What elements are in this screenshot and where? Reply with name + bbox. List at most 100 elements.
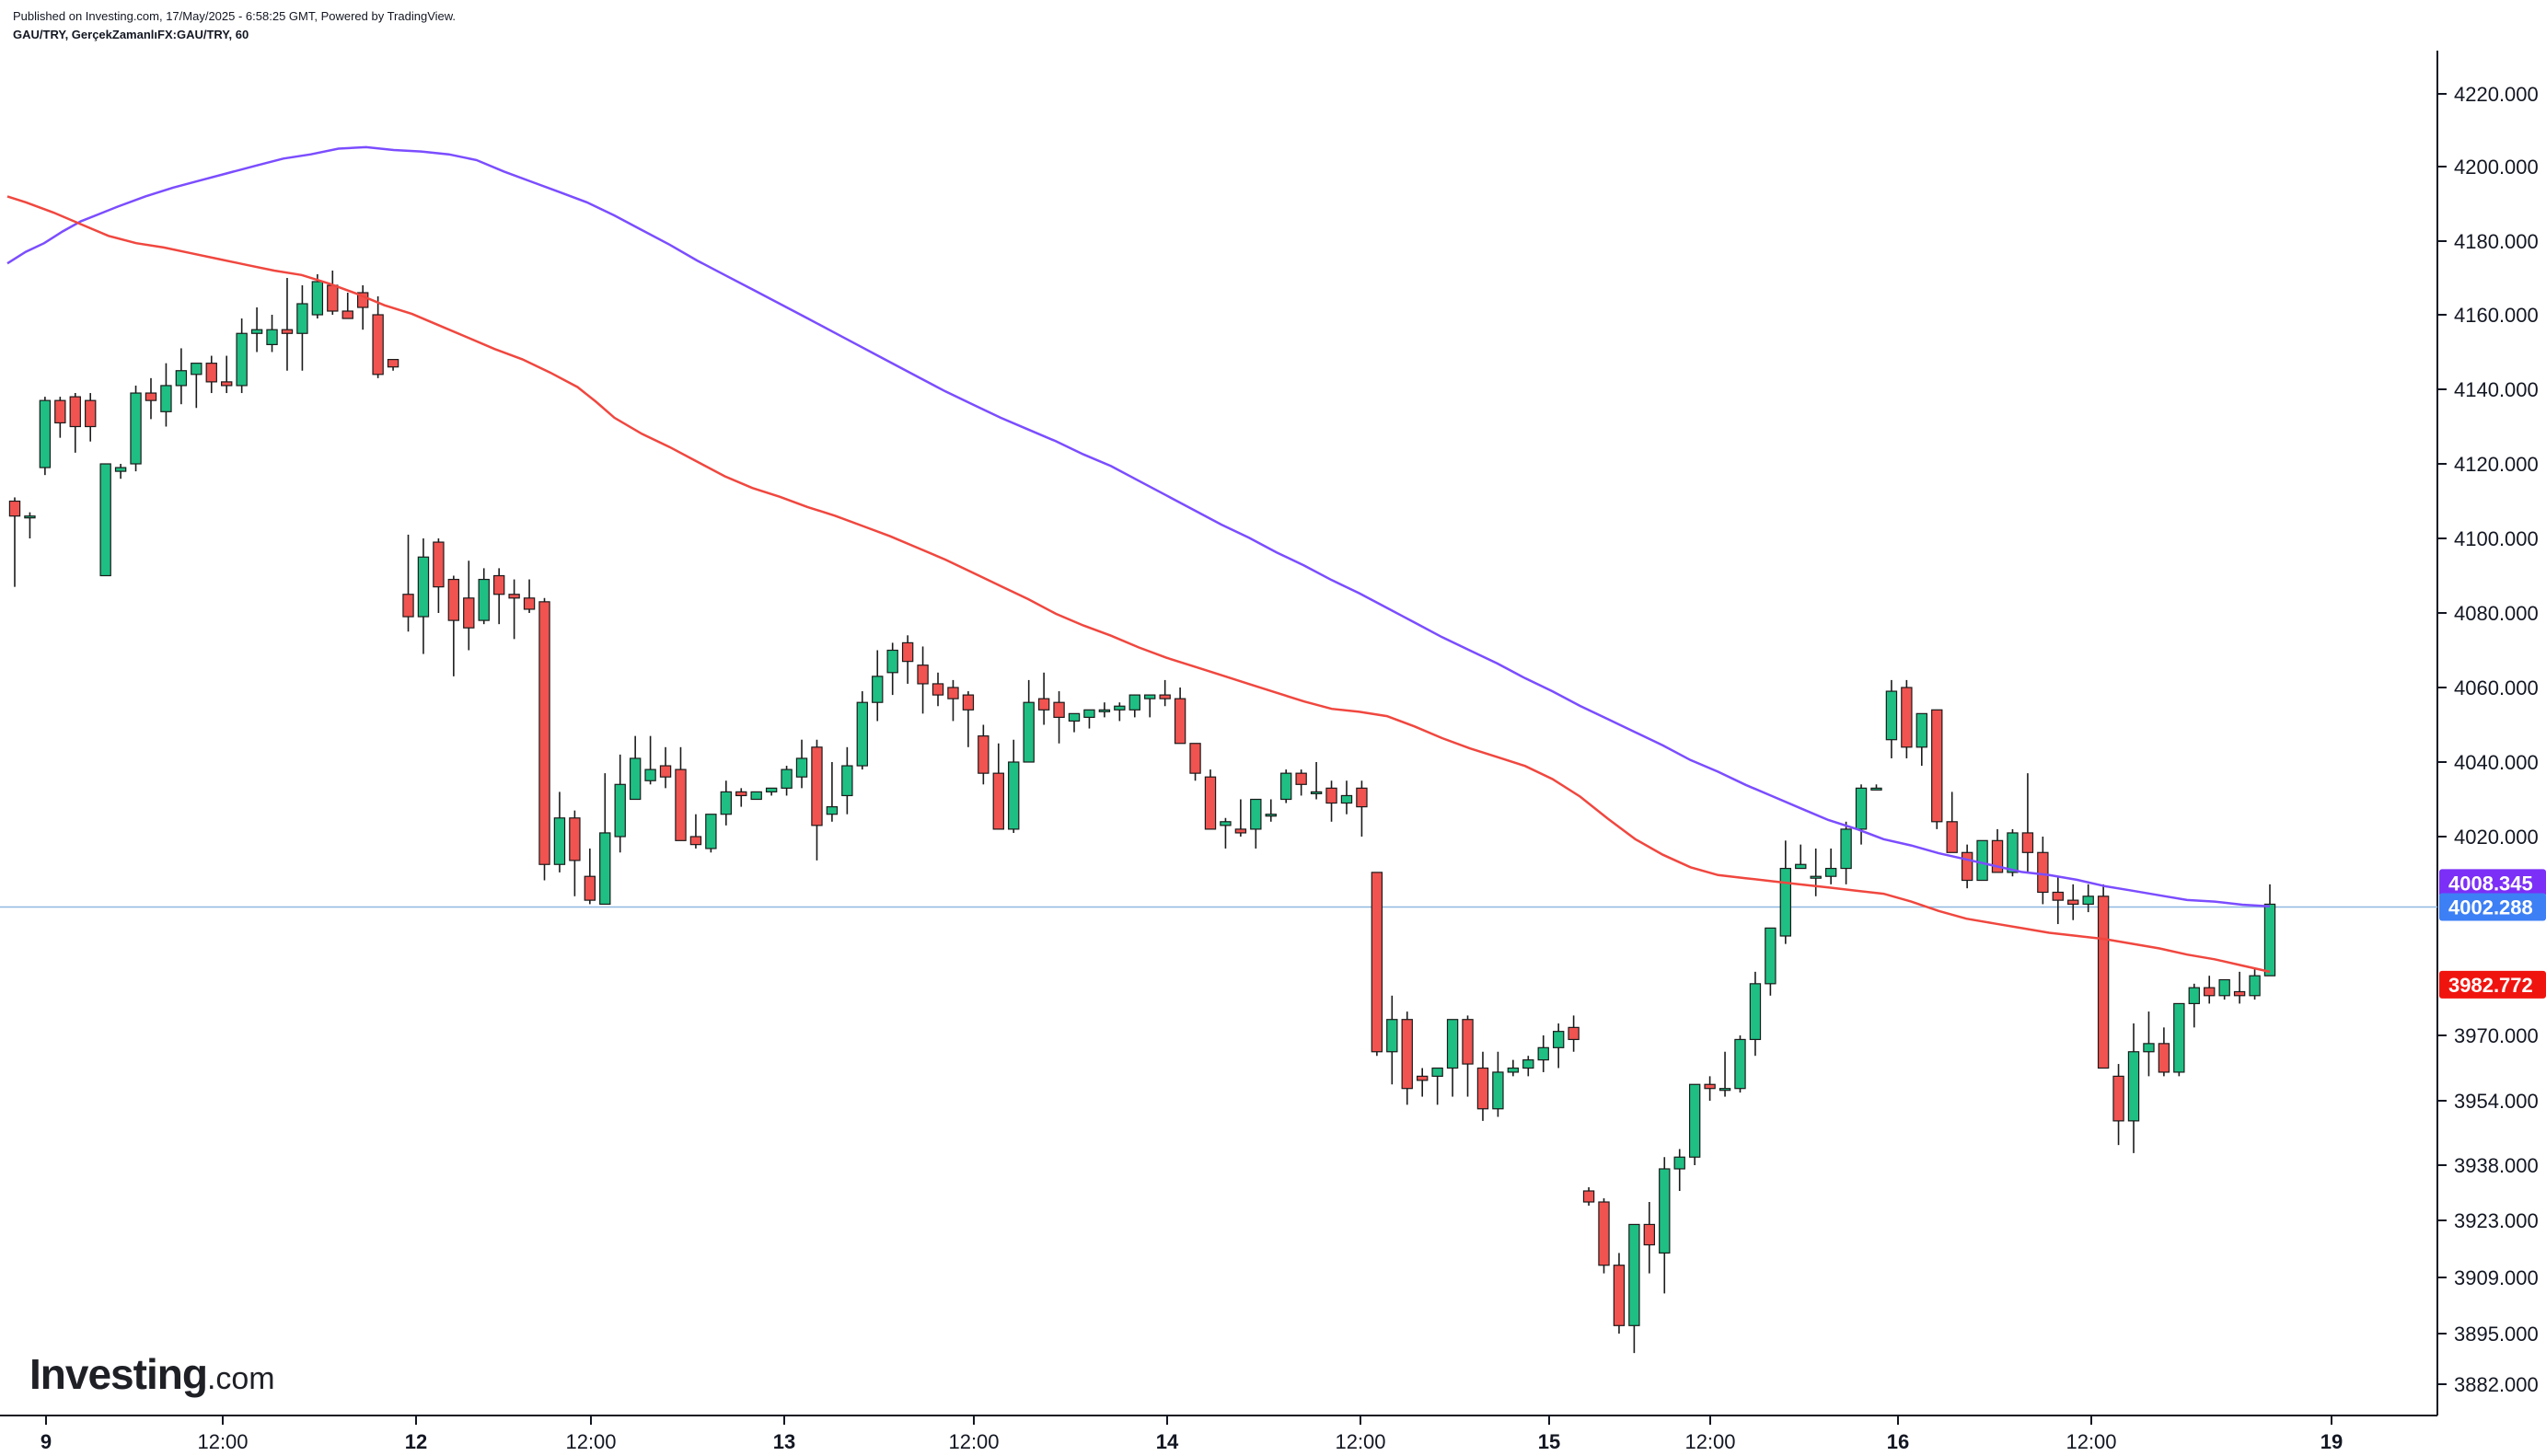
candle[interactable] [39,397,52,476]
candle[interactable] [1128,694,1140,718]
candle[interactable] [1144,694,1156,718]
candle[interactable] [1688,1083,1701,1165]
candle[interactable] [1008,739,1020,833]
candle[interactable] [1901,679,1913,758]
candle[interactable] [1417,1068,1429,1097]
candle[interactable] [1265,799,1277,822]
candle[interactable] [1476,1051,1489,1121]
candle[interactable] [1295,769,1307,796]
candle[interactable] [2218,978,2230,1000]
candle[interactable] [1961,844,1973,889]
candle[interactable] [221,355,233,394]
candle[interactable] [250,307,263,352]
candle[interactable] [2037,837,2049,905]
candle[interactable] [508,579,520,640]
candle[interactable] [1749,971,1762,1057]
candle[interactable] [538,597,550,881]
candle[interactable] [2158,1027,2170,1077]
candle[interactable] [1659,1157,1671,1294]
candle[interactable] [1598,1198,1610,1274]
candle[interactable] [917,646,929,714]
candle[interactable] [841,746,853,815]
candle[interactable] [130,385,142,472]
candle[interactable] [205,355,217,394]
candle[interactable] [1189,743,1201,781]
candle[interactable] [2021,773,2034,872]
candle[interactable] [2204,976,2216,1004]
candle[interactable] [1673,1149,1685,1192]
candle[interactable] [1174,688,1186,745]
candle[interactable] [523,579,536,613]
candle[interactable] [2052,876,2064,925]
candle[interactable] [8,497,21,587]
candle[interactable] [2082,884,2094,913]
candle[interactable] [1991,828,2004,873]
candle[interactable] [1643,1202,1656,1274]
candle[interactable] [1220,817,1232,849]
candle[interactable] [1356,780,1368,837]
candle[interactable] [1053,691,1065,744]
candle[interactable] [644,735,656,785]
candle[interactable] [478,568,490,625]
candle[interactable] [826,762,839,822]
candle[interactable] [1098,702,1111,718]
candle[interactable] [1795,844,1807,870]
candle[interactable] [553,792,566,872]
candle[interactable] [795,739,808,789]
candle[interactable] [1401,1011,1413,1105]
candle[interactable] [341,293,353,319]
candle[interactable] [962,691,975,747]
candle[interactable] [2112,1064,2124,1146]
candle[interactable] [705,814,717,853]
candle[interactable] [1234,799,1247,838]
candle[interactable] [1462,1015,1474,1097]
candle[interactable] [1325,780,1337,822]
candle[interactable] [24,512,36,538]
candle[interactable] [1340,780,1353,815]
candle[interactable] [1371,872,1383,1057]
candle[interactable] [85,393,97,442]
candle[interactable] [629,735,642,801]
candle[interactable] [1159,679,1171,707]
candle[interactable] [1840,821,1852,884]
candle[interactable] [614,754,626,853]
candle[interactable] [417,538,430,654]
candle[interactable] [447,575,460,676]
candle[interactable] [765,787,778,796]
candle[interactable] [1734,1035,1746,1093]
candle[interactable] [1915,712,1928,767]
candle[interactable] [266,315,278,352]
candle[interactable] [659,746,672,789]
candle[interactable] [463,560,475,651]
candle[interactable] [1976,839,1988,882]
candle[interactable] [1810,848,1822,896]
candle[interactable] [175,348,188,405]
candle[interactable] [1492,1051,1504,1117]
candle[interactable] [1114,702,1126,722]
candle[interactable] [1083,709,1095,729]
candle[interactable] [1855,784,1868,845]
candle[interactable] [2143,1011,2155,1077]
candle[interactable] [281,278,294,371]
candle[interactable] [856,691,868,770]
candle[interactable] [327,271,339,315]
candle[interactable] [1885,679,1898,758]
candle[interactable] [1613,1253,1626,1334]
candle[interactable] [311,274,324,319]
candle[interactable] [735,788,747,807]
candle[interactable] [947,679,959,722]
candle[interactable] [1931,709,1943,829]
candle[interactable] [1068,712,1081,733]
candle[interactable] [2067,884,2079,920]
candle[interactable] [872,650,884,722]
candle[interactable] [1552,1023,1565,1069]
candle[interactable] [1431,1067,1443,1105]
candle[interactable] [1204,769,1217,830]
candle[interactable] [2127,1023,2140,1153]
candle[interactable] [433,538,445,613]
candle[interactable] [2263,884,2276,976]
candle[interactable] [1719,1051,1731,1097]
candle[interactable] [1522,1056,1534,1077]
candle[interactable] [781,766,793,796]
